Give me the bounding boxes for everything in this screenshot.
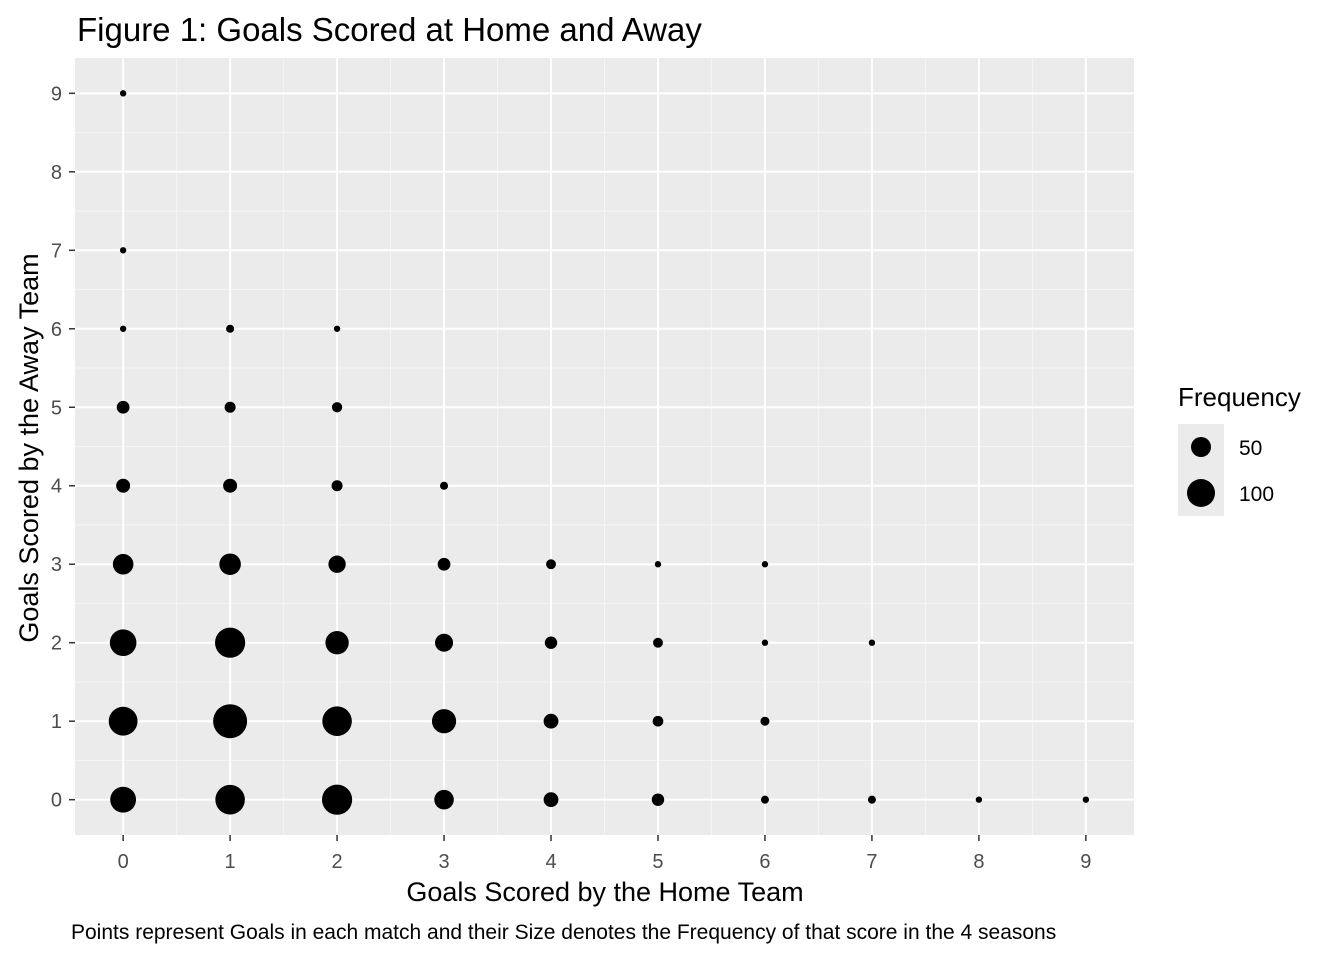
chart-caption: Points represent Goals in each match and… [71, 921, 1057, 944]
data-point [215, 784, 245, 815]
x-tick-label: 0 [118, 851, 129, 873]
legend-title: Frequency [1178, 382, 1301, 412]
legend-label-100: 100 [1239, 483, 1275, 506]
data-point [333, 325, 341, 332]
legend-point-icon [1186, 478, 1216, 508]
y-tick-label: 4 [51, 476, 62, 498]
data-point [431, 709, 457, 734]
data-point [119, 90, 127, 97]
data-point [325, 631, 349, 655]
data-point [546, 559, 556, 570]
data-point [119, 247, 127, 254]
data-point [223, 478, 238, 493]
data-point [1082, 796, 1090, 803]
y-tick-label: 2 [51, 633, 62, 655]
data-point [868, 639, 876, 646]
data-point [435, 633, 454, 652]
data-point [867, 795, 876, 804]
y-axis: 0 1 2 3 4 5 6 7 8 9 [51, 83, 75, 812]
data-point [761, 561, 769, 568]
chart-title: Figure 1: Goals Scored at Home and Away [77, 11, 702, 48]
x-tick-label: 4 [545, 851, 556, 873]
data-point [116, 400, 130, 414]
data-points [108, 90, 1090, 815]
x-tick-label: 3 [438, 851, 449, 873]
data-point [761, 639, 769, 646]
data-point [331, 480, 343, 492]
data-point [760, 716, 770, 726]
x-tick-label: 2 [332, 851, 343, 873]
minor-gridlines [75, 58, 1134, 835]
data-point [760, 795, 769, 804]
legend-key-50 [1178, 424, 1224, 470]
y-axis-label: Goals Scored by the Away Team [14, 253, 44, 643]
data-point [116, 478, 131, 493]
major-gridlines [75, 58, 1134, 835]
size-legend: Frequency 50 100 [1178, 380, 1301, 516]
data-point [119, 325, 127, 332]
data-point [109, 629, 137, 657]
y-tick-label: 3 [51, 554, 62, 576]
x-axis: 0 1 2 3 4 5 6 7 8 9 [118, 835, 1091, 873]
data-point [437, 557, 451, 571]
data-point [654, 561, 662, 568]
data-point [219, 553, 241, 575]
data-point [328, 555, 346, 573]
data-point [213, 704, 248, 739]
x-tick-label: 9 [1080, 851, 1091, 873]
data-point [322, 706, 352, 736]
data-point [226, 324, 235, 333]
data-point [331, 402, 343, 413]
y-tick-label: 9 [51, 83, 62, 105]
data-point [975, 796, 983, 803]
x-tick-label: 8 [973, 851, 984, 873]
x-axis-label: Goals Scored by the Home Team [406, 877, 804, 907]
data-point [544, 636, 558, 649]
data-point [651, 793, 665, 806]
x-tick-label: 7 [866, 851, 877, 873]
y-tick-label: 8 [51, 162, 62, 184]
y-tick-label: 7 [51, 240, 62, 262]
x-tick-label: 5 [652, 851, 663, 873]
data-point [543, 713, 559, 729]
legend-key-100 [1178, 470, 1224, 516]
data-point [112, 553, 134, 575]
data-point [653, 637, 663, 648]
data-point [108, 706, 138, 736]
data-point [215, 627, 246, 658]
legend-point-icon [1190, 436, 1212, 458]
y-tick-label: 0 [51, 790, 62, 812]
x-tick-label: 6 [759, 851, 770, 873]
data-point [224, 401, 236, 413]
y-tick-label: 6 [51, 319, 62, 341]
legend-label-50: 50 [1239, 437, 1263, 460]
data-point [440, 481, 449, 490]
data-point [110, 786, 137, 813]
y-tick-label: 5 [51, 397, 62, 419]
y-tick-label: 1 [51, 711, 62, 733]
data-point [652, 715, 664, 727]
data-point [543, 792, 559, 808]
x-tick-label: 1 [225, 851, 236, 873]
data-point [434, 789, 454, 810]
legend-keys [1178, 424, 1224, 516]
data-point [321, 784, 353, 815]
